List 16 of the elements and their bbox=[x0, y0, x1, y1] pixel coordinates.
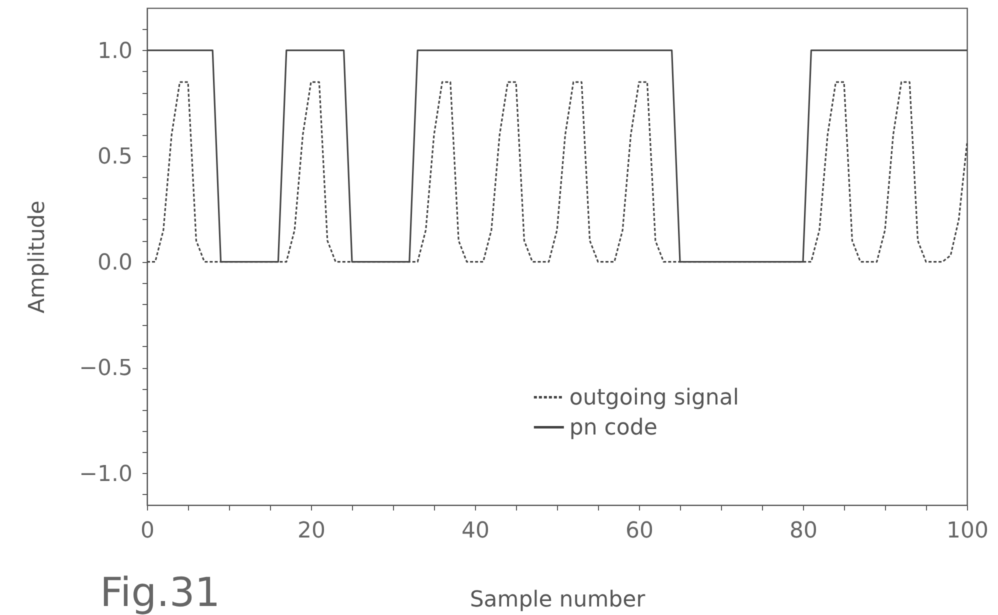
y-axis-title: Amplitude bbox=[25, 200, 50, 314]
y-tick-label: −0.5 bbox=[79, 356, 132, 382]
x-tick-label: 40 bbox=[462, 518, 490, 544]
x-axis-title: Sample number bbox=[470, 588, 646, 612]
y-tick-label: 1.0 bbox=[98, 38, 132, 64]
legend-label: outgoing signal bbox=[569, 385, 739, 410]
x-tick-label: 0 bbox=[140, 518, 154, 544]
caption: Fig.31 bbox=[100, 570, 220, 615]
x-tick-label: 100 bbox=[946, 518, 988, 544]
y-tick-label: 0.5 bbox=[98, 144, 132, 170]
y-tick-label: 0.0 bbox=[98, 250, 132, 276]
x-tick-label: 80 bbox=[790, 518, 818, 544]
x-tick-label: 60 bbox=[626, 518, 654, 544]
x-tick-label: 20 bbox=[298, 518, 326, 544]
y-tick-label: −1.0 bbox=[79, 462, 132, 487]
legend-label: pn code bbox=[569, 415, 658, 440]
